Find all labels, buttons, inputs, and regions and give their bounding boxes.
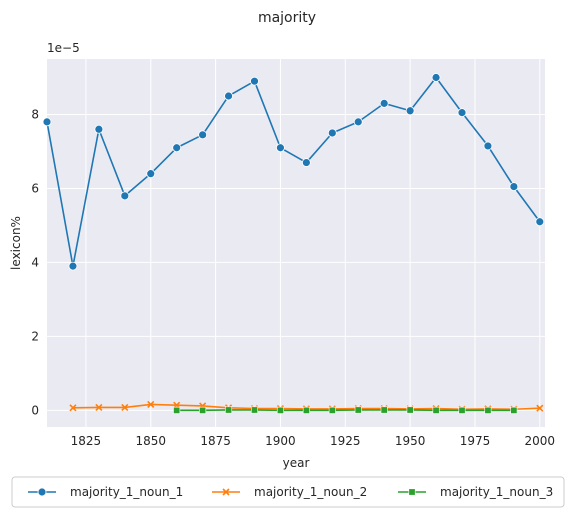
- data-point: [69, 404, 77, 412]
- data-point: [120, 191, 130, 201]
- x-tick-label: 1850: [135, 434, 166, 448]
- legend-swatch-marker: [408, 488, 416, 496]
- data-point: [458, 406, 466, 414]
- y-tick-label: 0: [31, 403, 39, 417]
- data-point: [251, 406, 259, 414]
- data-point: [172, 143, 182, 153]
- y-tick-label: 6: [31, 181, 39, 195]
- data-point: [225, 406, 233, 414]
- data-point: [147, 400, 155, 409]
- data-point: [224, 91, 233, 101]
- legend-label: majority_1_noun_2: [254, 485, 367, 499]
- legend-item: majority_1_noun_3: [398, 485, 553, 499]
- data-point: [199, 406, 207, 414]
- series-majority_1_noun_3: [173, 406, 518, 414]
- data-point: [510, 406, 518, 414]
- y-axis-label: lexicon%: [9, 216, 23, 270]
- data-point: [328, 406, 336, 414]
- data-point: [379, 98, 389, 108]
- data-point: [535, 217, 545, 227]
- legend-item: majority_1_noun_1: [28, 485, 183, 499]
- legend-item: majority_1_noun_2: [212, 485, 367, 499]
- data-point: [431, 73, 441, 82]
- chart-title: majority: [258, 10, 316, 26]
- data-point: [484, 406, 492, 414]
- data-point: [302, 406, 310, 414]
- legend-swatch-marker: [222, 488, 230, 496]
- y-tick-label: 8: [31, 107, 39, 121]
- x-tick-label: 1975: [460, 434, 491, 448]
- series-layer: [42, 73, 545, 414]
- data-point: [380, 406, 388, 414]
- series-line: [46, 76, 541, 267]
- x-tick-label: 1900: [265, 434, 296, 448]
- x-tick-label: 1950: [395, 434, 426, 448]
- data-point: [483, 141, 493, 151]
- legend-label: majority_1_noun_3: [440, 485, 553, 499]
- legend-label: majority_1_noun_1: [70, 485, 183, 499]
- plot-area: [47, 59, 545, 427]
- data-point: [509, 182, 519, 191]
- data-point: [250, 76, 259, 86]
- x-tick-label: 1875: [200, 434, 231, 448]
- y-ticks: 0 2 4 6 8: [31, 107, 39, 417]
- y-tick-label: 4: [31, 255, 39, 269]
- x-tick-label: 1925: [330, 434, 361, 448]
- data-point: [406, 406, 414, 414]
- x-tick-label: 2000: [525, 434, 556, 448]
- data-point: [42, 117, 52, 127]
- data-point: [432, 406, 440, 414]
- legend-swatch-marker: [37, 487, 47, 497]
- x-ticks: 1825 1850 1875 1900 1925 1950 1975 2000: [71, 434, 555, 448]
- data-point: [353, 117, 363, 127]
- data-point: [173, 406, 181, 414]
- data-point: [301, 158, 311, 167]
- legend-box: [11, 476, 565, 508]
- data-point: [95, 403, 103, 411]
- data-point: [146, 169, 156, 179]
- series-majority_1_noun_1: [42, 73, 545, 271]
- grid: [47, 59, 545, 427]
- data-point: [198, 130, 208, 140]
- data-point: [354, 406, 362, 414]
- x-axis-label: year: [283, 456, 310, 470]
- data-point: [276, 143, 285, 153]
- data-point: [94, 124, 104, 134]
- data-point: [276, 406, 284, 414]
- data-point: [121, 403, 129, 411]
- y-multiplier-label: 1e−5: [47, 41, 80, 55]
- legend: majority_1_noun_1 majority_1_noun_2 majori…: [11, 476, 565, 508]
- data-point: [405, 106, 415, 116]
- data-point: [68, 261, 78, 271]
- y-tick-label: 2: [31, 329, 39, 343]
- x-tick-label: 1825: [71, 434, 102, 448]
- data-point: [457, 108, 467, 118]
- data-point: [536, 404, 544, 412]
- data-point: [327, 128, 337, 138]
